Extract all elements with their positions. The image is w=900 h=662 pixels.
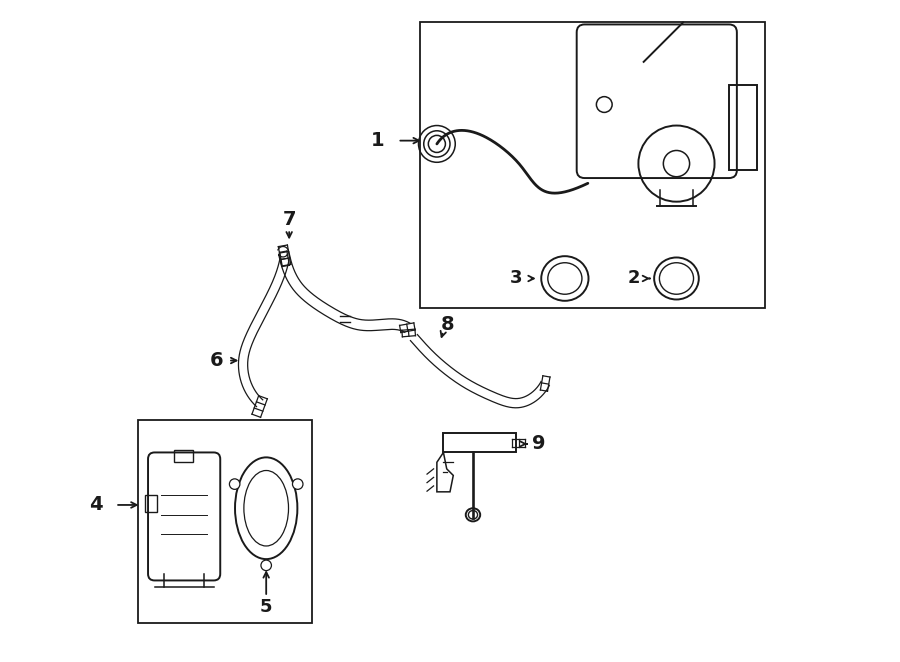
FancyBboxPatch shape xyxy=(577,24,737,178)
Text: 1: 1 xyxy=(371,131,384,150)
FancyBboxPatch shape xyxy=(148,452,220,581)
Text: 9: 9 xyxy=(532,434,545,453)
Bar xyxy=(139,420,312,623)
Bar xyxy=(444,433,516,452)
Circle shape xyxy=(230,479,240,489)
Bar xyxy=(729,85,757,170)
Text: 5: 5 xyxy=(260,598,273,616)
Bar xyxy=(420,23,765,308)
Bar xyxy=(145,495,157,512)
Text: 4: 4 xyxy=(89,495,103,514)
Bar xyxy=(175,450,193,462)
Text: 8: 8 xyxy=(441,315,454,334)
Text: 2: 2 xyxy=(627,269,640,287)
Text: 3: 3 xyxy=(509,269,522,287)
Polygon shape xyxy=(436,452,454,492)
Circle shape xyxy=(261,560,272,571)
Text: 7: 7 xyxy=(283,210,296,229)
Text: 6: 6 xyxy=(210,351,224,370)
Circle shape xyxy=(292,479,303,489)
